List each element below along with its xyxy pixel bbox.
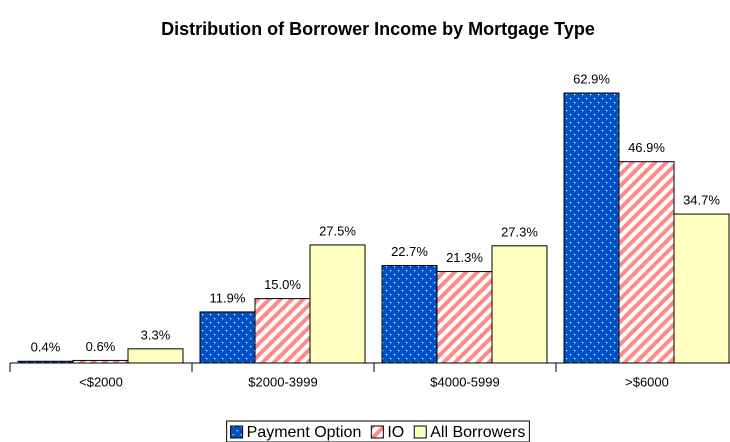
bar <box>563 92 620 364</box>
value-label: 0.6% <box>86 339 116 354</box>
bar <box>199 311 256 364</box>
x-tick-label: $2000-3999 <box>248 374 317 389</box>
value-label: 46.9% <box>628 140 665 155</box>
value-label: 21.3% <box>446 250 483 265</box>
bar <box>491 245 548 364</box>
bar <box>309 244 366 364</box>
legend-label: Payment Option <box>247 424 362 441</box>
bar <box>381 265 438 364</box>
legend-swatch <box>413 425 427 439</box>
legend: Payment Option IO All Borrowers <box>226 420 530 442</box>
value-label: 27.5% <box>319 223 356 238</box>
chart-title: Distribution of Borrower Income by Mortg… <box>161 19 595 39</box>
value-label: 34.7% <box>683 192 720 207</box>
legend-swatch <box>230 425 244 439</box>
x-tick-label: >$6000 <box>625 374 669 389</box>
bar <box>254 298 311 364</box>
value-label: 11.9% <box>210 290 246 305</box>
x-tick-label: <$2000 <box>79 374 123 389</box>
bar <box>17 360 74 364</box>
bar <box>673 213 730 364</box>
value-label: 22.7% <box>391 244 428 259</box>
value-label: 0.4% <box>31 340 61 355</box>
value-label: 62.9% <box>573 71 610 86</box>
bar <box>436 271 493 364</box>
legend-swatch <box>370 425 384 439</box>
bar <box>127 348 184 364</box>
value-label: 3.3% <box>141 327 171 342</box>
value-label: 27.3% <box>501 224 538 239</box>
legend-label: All Borrowers <box>430 424 525 441</box>
bar <box>618 161 675 364</box>
legend-label: IO <box>387 424 404 441</box>
value-label: 15.0% <box>264 277 301 292</box>
bar <box>72 359 129 364</box>
x-tick-label: $4000-5999 <box>430 374 499 389</box>
